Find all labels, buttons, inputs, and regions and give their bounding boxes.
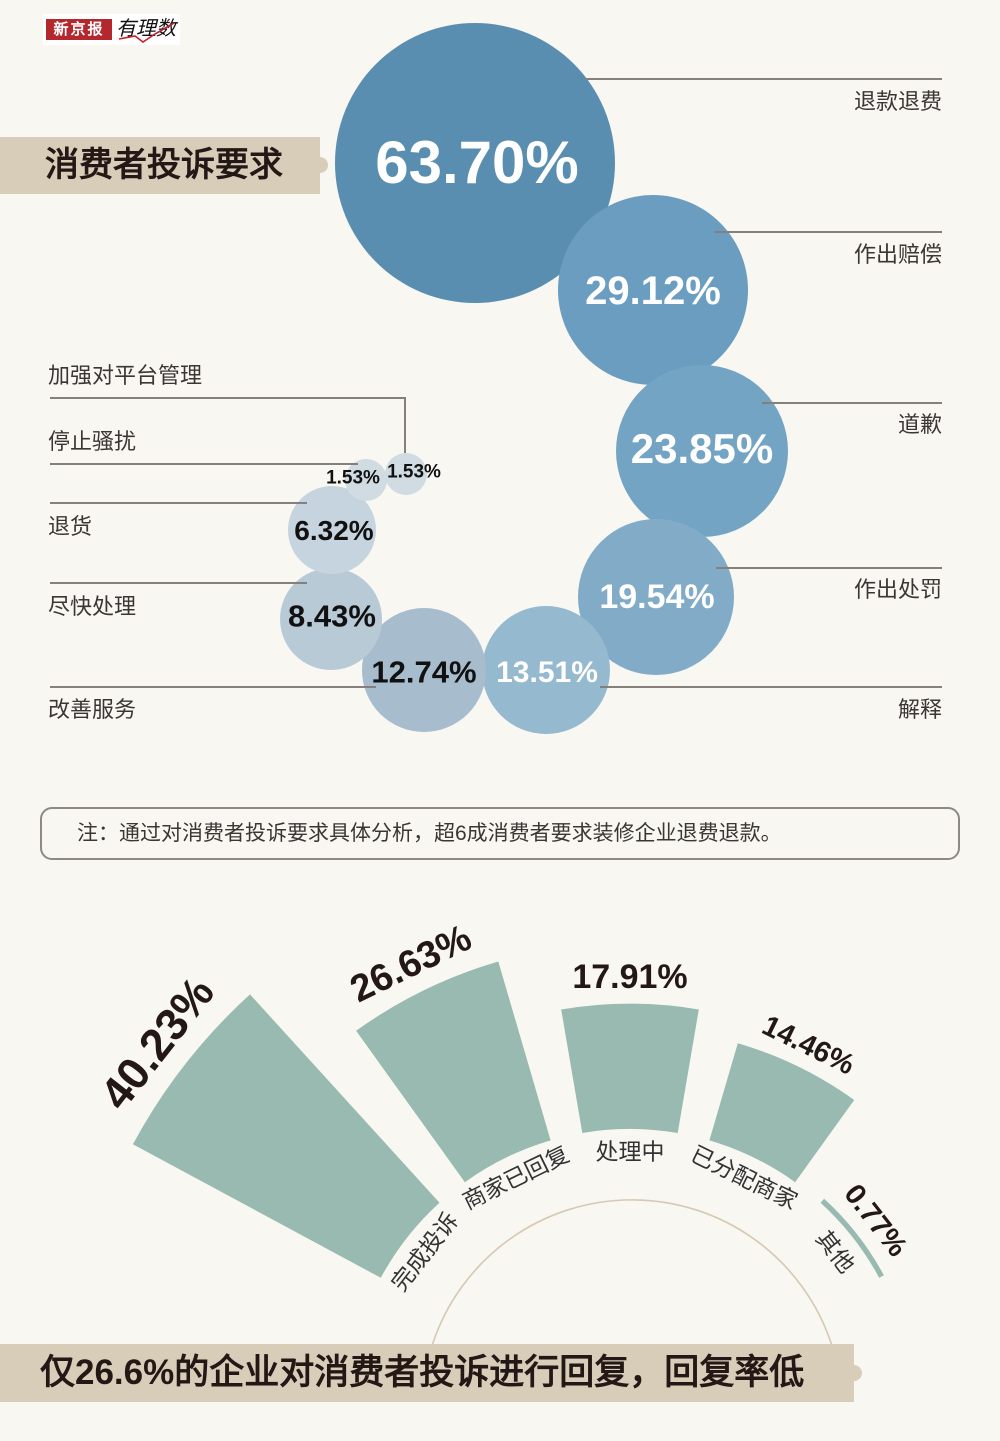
- leader-line-vertical: [404, 397, 406, 453]
- bubble-compensation: [558, 195, 748, 385]
- bubble-value: 1.53%: [387, 461, 441, 483]
- bubble-label: 退款退费: [853, 89, 942, 114]
- radial-bar: [709, 1043, 855, 1183]
- bubble-explanation: [482, 606, 610, 734]
- radial-bar: [356, 961, 551, 1183]
- trend-line-icon: [118, 22, 175, 43]
- section-title-banner: 消费者投诉要求: [0, 137, 328, 194]
- bubble-platform-management: [385, 453, 427, 495]
- bubble-apology: [616, 365, 788, 537]
- bubble-value: 19.54%: [599, 578, 715, 616]
- radial-bar: [561, 1003, 699, 1133]
- leader-line: [50, 582, 307, 584]
- bar-category-label: 已分配商家: [686, 1140, 802, 1215]
- bubble-label: 解释: [897, 697, 942, 722]
- bubble-label: 作出处罚: [853, 577, 942, 602]
- inner-decorative-arc: [431, 1199, 833, 1345]
- bar-category-label: 其他: [810, 1225, 860, 1278]
- bar-value-label: 17.91%: [572, 958, 688, 997]
- bubble-label: 退货: [48, 514, 93, 539]
- bubble-value: 63.70%: [375, 129, 579, 196]
- leader-line: [600, 686, 942, 688]
- note-box: 注：通过对消费者投诉要求具体分析，超6成消费者要求装修企业退费退款。: [40, 807, 960, 860]
- bubble-value: 23.85%: [630, 425, 774, 472]
- bubble-label: 作出赔偿: [853, 242, 942, 267]
- bar-value-label: 14.46%: [757, 1009, 860, 1082]
- section-title-banner-bottom: 仅26.6%的企业对消费者投诉进行回复，回复率低: [0, 1344, 862, 1402]
- leader-line: [50, 397, 406, 399]
- banner-connector: [846, 1365, 862, 1381]
- bubble-label: 改善服务: [48, 697, 137, 722]
- bubble-value: 6.32%: [294, 515, 374, 546]
- bubble-label: 道歉: [897, 412, 942, 437]
- logo-column: 有理数: [116, 18, 176, 40]
- leader-line: [715, 231, 942, 233]
- bar-value-label: 26.63%: [344, 916, 479, 1011]
- leader-line: [585, 78, 942, 80]
- leader-line: [50, 502, 307, 504]
- bubble-label: 停止骚扰: [48, 429, 137, 454]
- bubble-improve-service: [362, 608, 486, 732]
- bubble-label: 尽快处理: [48, 594, 137, 619]
- logo: 新京报 有理数: [43, 14, 180, 45]
- leader-line: [762, 402, 942, 404]
- section-title: 消费者投诉要求: [45, 146, 283, 184]
- note-text: 注：通过对消费者投诉要求具体分析，超6成消费者要求装修企业退费退款。: [77, 822, 782, 845]
- bar-category-label: 完成投诉: [386, 1207, 464, 1296]
- bar-category-label: 商家已回复: [458, 1140, 574, 1215]
- bubble-handle-quickly: [280, 568, 382, 670]
- leader-line: [50, 686, 376, 688]
- bubble-stop-harassment: [345, 459, 387, 501]
- section-title: 仅26.6%的企业对消费者投诉进行回复，回复率低: [40, 1353, 805, 1392]
- bubble-value: 13.51%: [496, 656, 598, 689]
- bubble-value: 1.53%: [326, 467, 380, 489]
- leader-line: [50, 463, 358, 465]
- banner-connector: [312, 157, 328, 173]
- bubble-value: 8.43%: [288, 598, 376, 634]
- logo-brand: 新京报: [46, 19, 112, 40]
- bubble-value: 29.12%: [585, 269, 721, 313]
- bubble-value: 12.74%: [371, 654, 477, 690]
- bar-category-label: 处理中: [595, 1138, 665, 1165]
- radial-bar: [820, 1198, 884, 1278]
- radial-bar: [132, 994, 440, 1278]
- leader-line: [716, 567, 942, 569]
- bubble-label: 加强对平台管理: [48, 363, 203, 388]
- bar-value-label: 40.23%: [90, 966, 225, 1119]
